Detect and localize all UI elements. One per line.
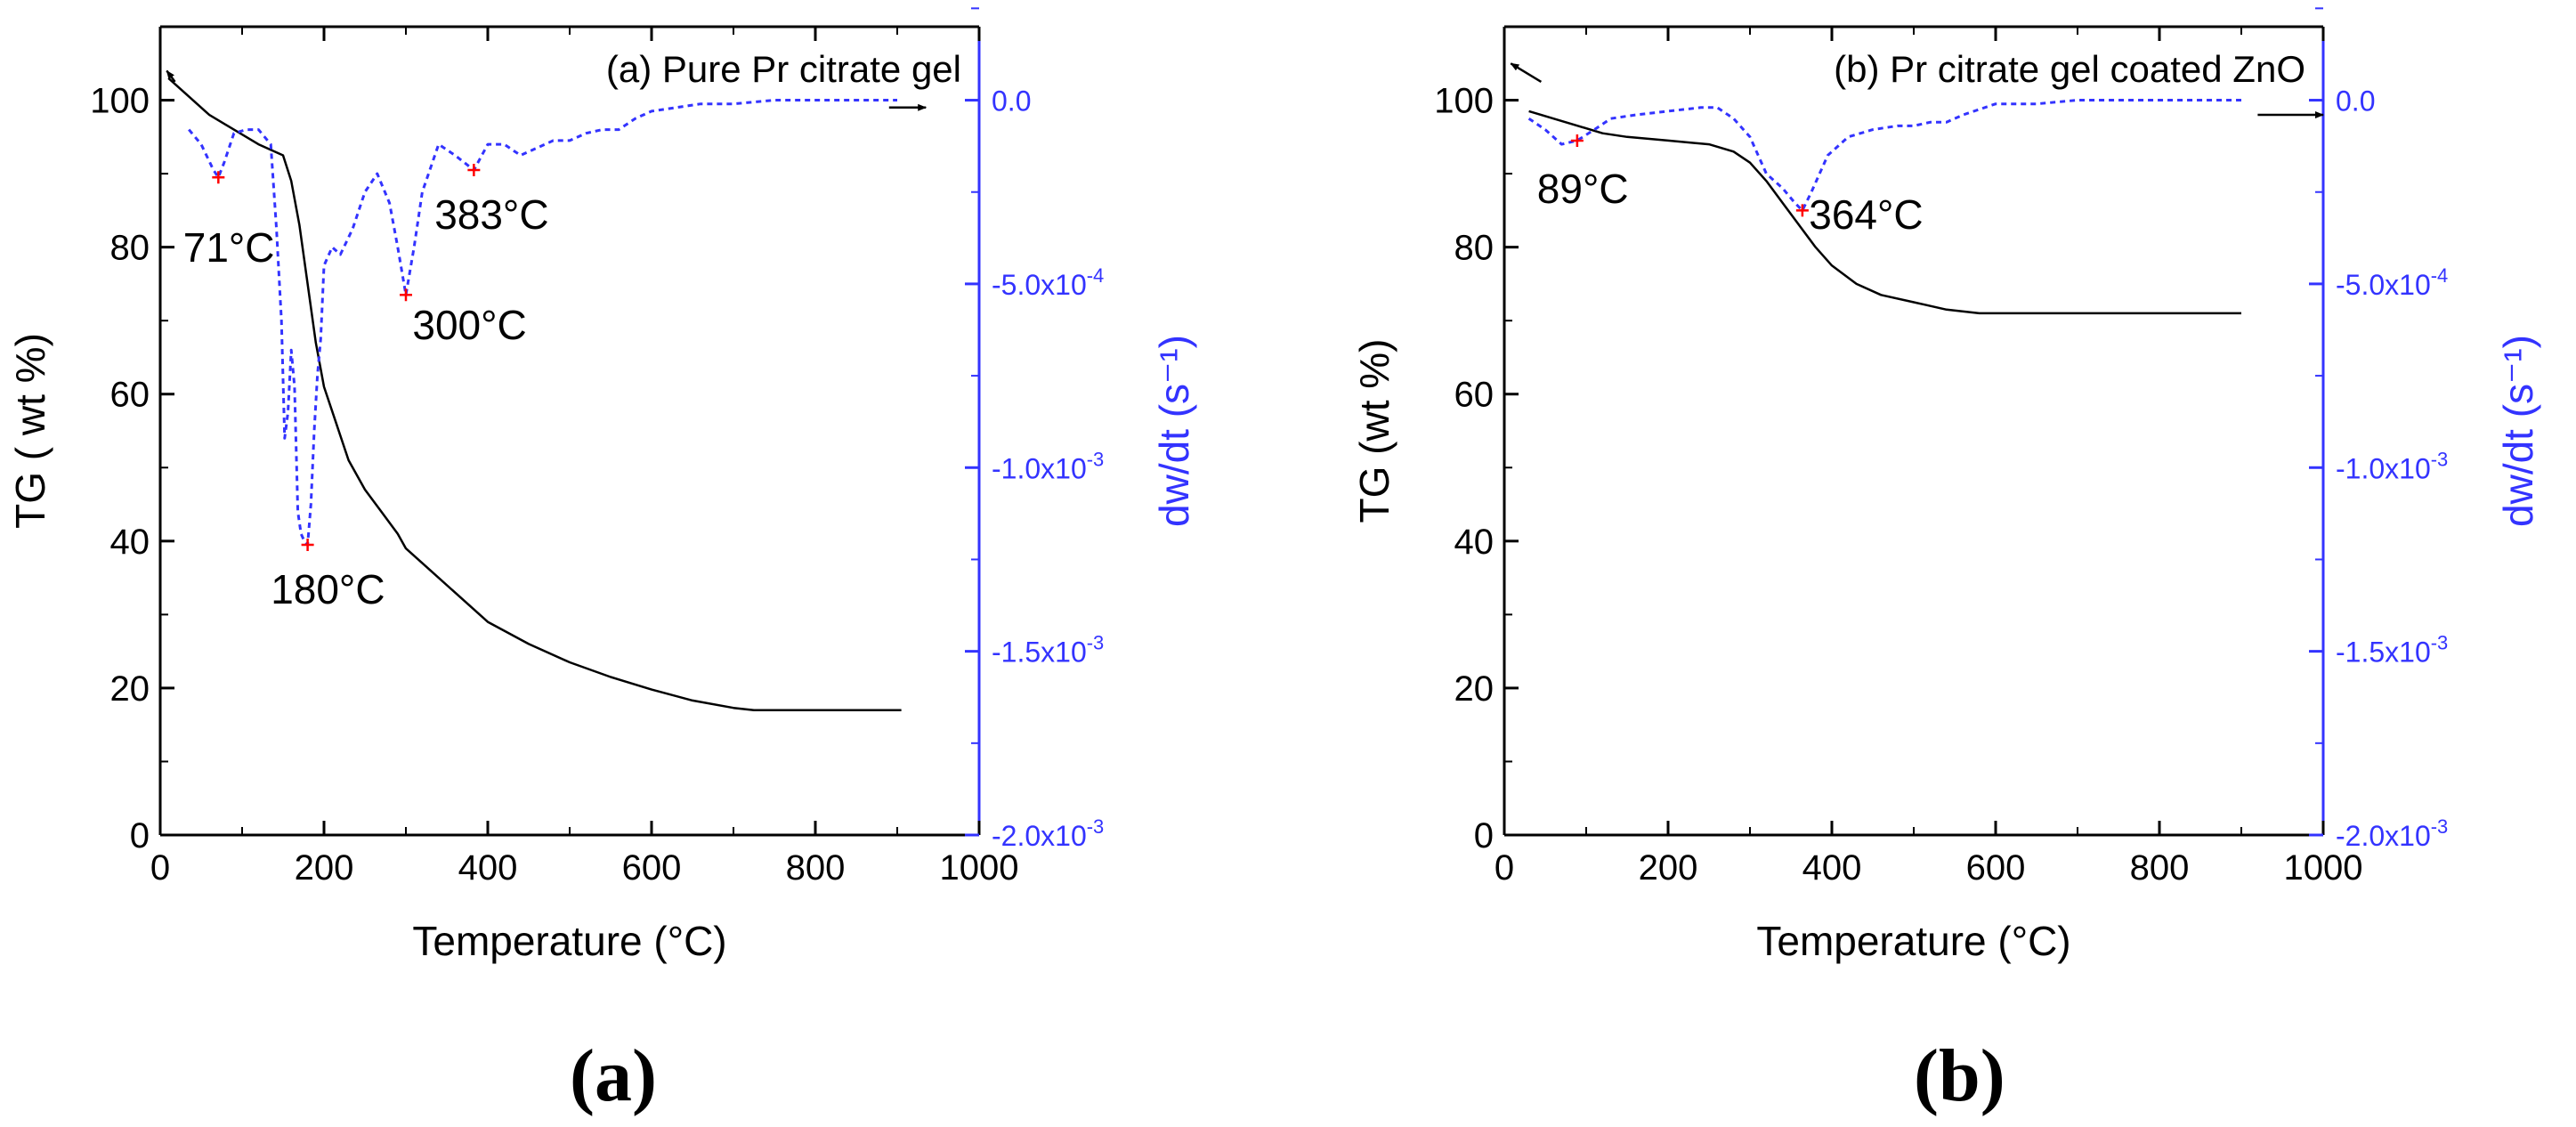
x-tick-label: 1000 (2284, 848, 2363, 888)
x-tick-label: 400 (1802, 848, 1862, 888)
peak-marker (467, 163, 481, 176)
peak-label: 383°C (434, 191, 548, 238)
y-right-tick-mantissa: 0.0 (2336, 85, 2375, 118)
y-right-tick-mantissa: -5.0x10 (2336, 269, 2431, 301)
y-right-tick-label: -1.0x10-3 (2336, 448, 2448, 484)
panel-caption-a: (a) (570, 1034, 657, 1117)
y-right-tick-exponent: -3 (2431, 632, 2449, 654)
y-right-tick-label: -1.0x10-3 (992, 448, 1104, 484)
x-tick-label: 400 (458, 848, 518, 888)
y-right-tick-exponent: -4 (2431, 264, 2449, 287)
x-tick-label: 1000 (940, 848, 1019, 888)
dtg-curve (1527, 99, 2241, 212)
y-right-tick-mantissa: -1.0x10 (992, 452, 1087, 484)
axis-arrow (1510, 62, 1543, 83)
peak-label: 364°C (1809, 191, 1923, 238)
x-tick-label: 600 (622, 848, 682, 888)
y-right-tick-label: -2.0x10-3 (992, 815, 1104, 852)
x-tick-label: 0 (150, 848, 170, 888)
x-tick-label: 800 (2130, 848, 2190, 888)
y-right-tick-label: -2.0x10-3 (2336, 815, 2448, 852)
peak-label: 180°C (271, 566, 385, 612)
x-tick-label: 200 (1639, 848, 1698, 888)
y-left-tick-label: 20 (110, 669, 150, 709)
y-right-tick-exponent: -3 (1087, 448, 1105, 470)
y-right-tick-label: -1.5x10-3 (992, 632, 1104, 669)
x-axis-label: Temperature (°C) (412, 918, 726, 964)
y-left-tick-label: 60 (110, 376, 150, 415)
y-right-axis-label: dw/dt (s⁻¹) (1151, 335, 1197, 527)
y-right-tick-mantissa: -5.0x10 (992, 269, 1087, 301)
y-right-tick-mantissa: -1.5x10 (992, 636, 1087, 669)
y-left-tick-label: 0 (1474, 816, 1494, 855)
y-right-tick-label: 0.0 (2336, 85, 2375, 118)
peak-marker (301, 538, 314, 551)
panel-caption-b: (b) (1914, 1034, 2005, 1117)
tg-curve (167, 77, 902, 711)
peak-label: 300°C (412, 302, 526, 348)
peak-marker (212, 171, 225, 184)
y-right-tick-label: -1.5x10-3 (2336, 632, 2448, 669)
y-right-tick-mantissa: -1.0x10 (2336, 452, 2431, 484)
tg-curve (1528, 109, 2241, 315)
y-right-tick-label: -5.0x10-4 (992, 264, 1104, 301)
y-right-tick-mantissa: -2.0x10 (2336, 820, 2431, 852)
y-right-tick-mantissa: -1.5x10 (2336, 636, 2431, 669)
y-right-tick-exponent: -3 (1087, 632, 1105, 654)
peak-marker (1570, 134, 1584, 147)
peak-label: 89°C (1537, 166, 1629, 212)
axis-arrow (166, 69, 176, 83)
y-left-tick-label: 80 (1454, 229, 1495, 268)
peak-marker (400, 288, 412, 302)
x-tick-label: 0 (1495, 848, 1514, 888)
y-left-tick-label: 20 (1454, 669, 1495, 709)
y-left-tick-label: 40 (110, 523, 150, 562)
y-left-axis-label: TG ( wt %) (7, 333, 53, 529)
peak-marker (1795, 204, 1809, 217)
y-left-tick-label: 100 (1434, 82, 1494, 121)
x-tick-label: 800 (786, 848, 846, 888)
y-left-tick-label: 60 (1454, 376, 1495, 415)
chart-title: (b) Pr citrate gel coated ZnO (1834, 48, 2305, 90)
y-right-tick-mantissa: -2.0x10 (992, 820, 1087, 852)
y-right-tick-label: 0.0 (992, 85, 1031, 118)
y-left-tick-label: 40 (1454, 523, 1495, 562)
y-right-axis-label: dw/dt (s⁻¹) (2495, 335, 2541, 527)
y-right-tick-exponent: -4 (1087, 264, 1105, 287)
y-left-tick-label: 80 (110, 229, 150, 268)
y-right-tick-label: -5.0x10-4 (2336, 264, 2448, 301)
y-left-tick-label: 100 (90, 82, 150, 121)
x-tick-label: 200 (295, 848, 354, 888)
y-right-tick-exponent: -3 (1087, 815, 1105, 838)
dtg-curve (188, 99, 897, 547)
y-right-tick-mantissa: 0.0 (992, 85, 1031, 118)
x-tick-label: 600 (1966, 848, 2026, 888)
chart-title: (a) Pure Pr citrate gel (606, 48, 961, 90)
y-left-axis-label: TG (wt %) (1351, 339, 1397, 523)
y-right-tick-exponent: -3 (2431, 815, 2449, 838)
y-left-tick-label: 0 (130, 816, 150, 855)
y-right-tick-exponent: -3 (2431, 448, 2449, 470)
peak-label: 71°C (183, 224, 275, 271)
x-axis-label: Temperature (°C) (1756, 918, 2070, 964)
